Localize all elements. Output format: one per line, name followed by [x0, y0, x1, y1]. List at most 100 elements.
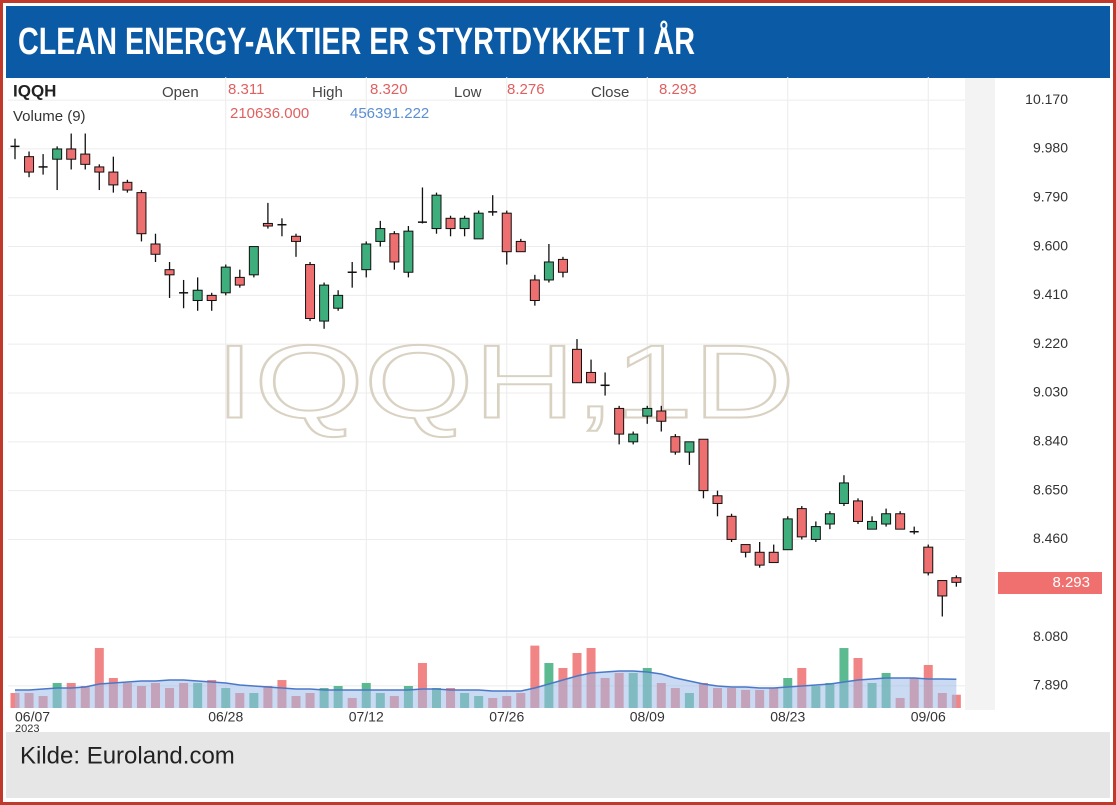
- candle-body: [782, 518, 793, 551]
- y-tick-label: 9.030: [1033, 384, 1068, 400]
- candle-body: [726, 515, 737, 540]
- x-tick-label: 07/12: [349, 709, 384, 725]
- candle-body: [684, 441, 695, 453]
- candle-body: [586, 371, 597, 384]
- candle-body: [52, 148, 63, 160]
- candle-body: [192, 289, 203, 302]
- header-value: 8.311: [228, 81, 264, 98]
- y-tick-label: 8.650: [1033, 481, 1068, 497]
- candle-body: [951, 577, 962, 583]
- volume-bar: [417, 663, 427, 708]
- candle-body: [262, 222, 273, 227]
- header-value: 8.276: [507, 81, 545, 98]
- y-tick-label: 9.410: [1033, 286, 1068, 302]
- volume-ma-line: [15, 670, 957, 692]
- candle-body: [234, 276, 245, 286]
- volume-bar: [839, 648, 849, 708]
- candle-body: [642, 407, 653, 417]
- header-label: Open: [162, 84, 199, 101]
- candle-body: [923, 546, 934, 574]
- y-tick-label: 8.080: [1033, 628, 1068, 644]
- candle-body: [754, 551, 765, 566]
- candle-body: [543, 261, 554, 281]
- candle-body: [248, 246, 259, 276]
- chart-title: CLEAN ENERGY-AKTIER ER STYRTDYKKET I ÅR: [18, 19, 695, 63]
- candle-body: [515, 240, 526, 253]
- volume-value: 210636.000: [230, 105, 309, 122]
- candle-body: [937, 580, 948, 597]
- footer: [6, 732, 1110, 798]
- header-value: 8.320: [370, 81, 408, 98]
- x-tick-label: 08/09: [630, 709, 665, 725]
- volume-ma-value: 456391.222: [350, 105, 429, 122]
- candle-body: [389, 233, 400, 263]
- candle-body: [459, 217, 470, 230]
- candle-body: [740, 544, 751, 553]
- header-label: High: [312, 84, 343, 101]
- y-tick-label: 8.460: [1033, 530, 1068, 546]
- symbol: IQQH: [13, 81, 56, 100]
- candle-body: [824, 513, 835, 525]
- x-tick-label: 09/06: [911, 709, 946, 725]
- candle-body: [600, 384, 610, 387]
- candle-body: [80, 153, 91, 165]
- header-label: Low: [454, 84, 482, 101]
- candle-body: [557, 258, 568, 273]
- x-tick-label: 06/28: [208, 709, 243, 725]
- title-bar: [6, 6, 1110, 78]
- candle-body: [24, 156, 35, 173]
- axis-gutter: [965, 78, 995, 710]
- candle-body: [136, 192, 147, 235]
- candle-body: [179, 292, 189, 294]
- candle-body: [838, 482, 849, 504]
- candle-body: [150, 243, 161, 255]
- candle-body: [698, 438, 709, 492]
- candle-body: [361, 243, 372, 271]
- y-tick-label: 8.840: [1033, 433, 1068, 449]
- candle-body: [333, 294, 344, 309]
- candle-body: [375, 228, 386, 242]
- y-tick-label: 9.220: [1033, 335, 1068, 351]
- candle-body: [909, 530, 919, 533]
- candle-body: [445, 217, 456, 230]
- candle-body: [628, 433, 639, 443]
- source: Kilde: Euroland.com: [20, 742, 235, 769]
- candle-body: [164, 269, 175, 276]
- candle-body: [810, 526, 821, 540]
- candle-body: [488, 211, 498, 213]
- y-tick-label: 7.890: [1033, 677, 1068, 693]
- candle-body: [670, 436, 681, 453]
- candle-body: [867, 520, 878, 530]
- candle-body: [206, 294, 217, 302]
- candle-body: [305, 264, 316, 319]
- candle-body: [220, 266, 231, 294]
- y-tick-label: 9.600: [1033, 237, 1068, 253]
- candle-body: [712, 495, 723, 504]
- candle-body: [417, 221, 427, 223]
- candle-body: [108, 171, 119, 186]
- candle-body: [291, 235, 301, 242]
- candle-body: [94, 166, 105, 173]
- candle-body: [614, 407, 625, 435]
- candle-body: [473, 212, 484, 240]
- candle-body: [881, 513, 892, 525]
- candle-body: [277, 223, 287, 226]
- candle-body: [501, 212, 512, 253]
- x-tick-label: 08/23: [770, 709, 805, 725]
- x-tick-label: 07/26: [489, 709, 524, 725]
- candle-body: [895, 513, 906, 530]
- y-tick-label: 9.980: [1033, 140, 1068, 156]
- x-tick-label: 06/07: [15, 709, 50, 725]
- candle-body: [38, 166, 48, 168]
- volume-label: Volume (9): [13, 108, 86, 125]
- candle-body: [853, 500, 863, 522]
- volume-bar: [94, 648, 104, 708]
- x-year-label: 2023: [15, 723, 39, 735]
- header-label: Close: [591, 84, 629, 101]
- candle-body: [319, 284, 330, 322]
- volume-ma-area: [15, 671, 957, 708]
- candle-body: [10, 145, 20, 148]
- candle-body: [403, 230, 414, 273]
- candle-body: [768, 551, 779, 564]
- candle-body: [122, 181, 133, 191]
